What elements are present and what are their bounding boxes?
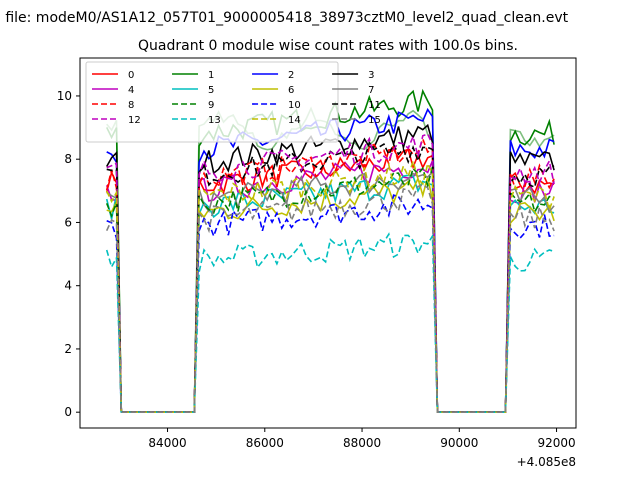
- suptitle: n file: modeM0/AS1A12_057T01_9000005418_…: [0, 10, 569, 26]
- legend-label-9: 9: [208, 100, 214, 111]
- legend-label-15: 15: [368, 115, 381, 126]
- y-tick-label: 2: [64, 342, 72, 356]
- legend-label-11: 11: [368, 100, 381, 111]
- legend-label-3: 3: [368, 70, 374, 81]
- legend-label-10: 10: [288, 100, 301, 111]
- series-line-6: [106, 176, 555, 413]
- legend-label-12: 12: [128, 115, 141, 126]
- legend-label-5: 5: [208, 85, 214, 96]
- legend-label-4: 4: [128, 85, 134, 96]
- y-tick-label: 6: [64, 215, 72, 229]
- y-tick-label: 8: [64, 152, 72, 166]
- series-line-0: [105, 148, 555, 413]
- x-tick-label: 90000: [440, 436, 478, 450]
- y-tick-label: 0: [64, 405, 72, 419]
- x-tick-label: 92000: [537, 436, 575, 450]
- legend-label-13: 13: [208, 115, 221, 126]
- legend-label-2: 2: [288, 70, 294, 81]
- y-tick-label: 10: [57, 89, 72, 103]
- legend-label-8: 8: [128, 100, 134, 111]
- legend-label-0: 0: [128, 70, 134, 81]
- series-line-15: [105, 184, 555, 413]
- series-line-4: [105, 160, 555, 413]
- legend-label-14: 14: [288, 115, 301, 126]
- series-line-10: [106, 194, 555, 413]
- chart-title: Quadrant 0 module wise count rates with …: [138, 38, 518, 54]
- series-line-13: [105, 232, 555, 413]
- x-tick-label: 88000: [343, 436, 381, 450]
- series-line-1b: [106, 106, 555, 413]
- y-tick-label: 4: [64, 279, 72, 293]
- x-tick-label: 84000: [148, 436, 186, 450]
- series-line-3: [106, 123, 555, 413]
- series-line-8: [105, 136, 555, 413]
- legend-label-6: 6: [288, 85, 294, 96]
- y-ticks: 0 2 4 6 8 10: [57, 89, 80, 419]
- series-line-14: [105, 158, 555, 413]
- legend-label-7: 7: [368, 85, 374, 96]
- legend-box: [85, 61, 339, 143]
- series-line-2: [106, 107, 555, 413]
- x-offset-label: +4.085e8: [517, 455, 576, 469]
- legend-label-1: 1: [208, 70, 214, 81]
- axes-frame: [79, 57, 577, 429]
- series-line-5: [105, 174, 555, 413]
- x-ticks: 84000 86000 88000 90000 92000: [148, 428, 576, 450]
- x-tick-label: 86000: [246, 436, 284, 450]
